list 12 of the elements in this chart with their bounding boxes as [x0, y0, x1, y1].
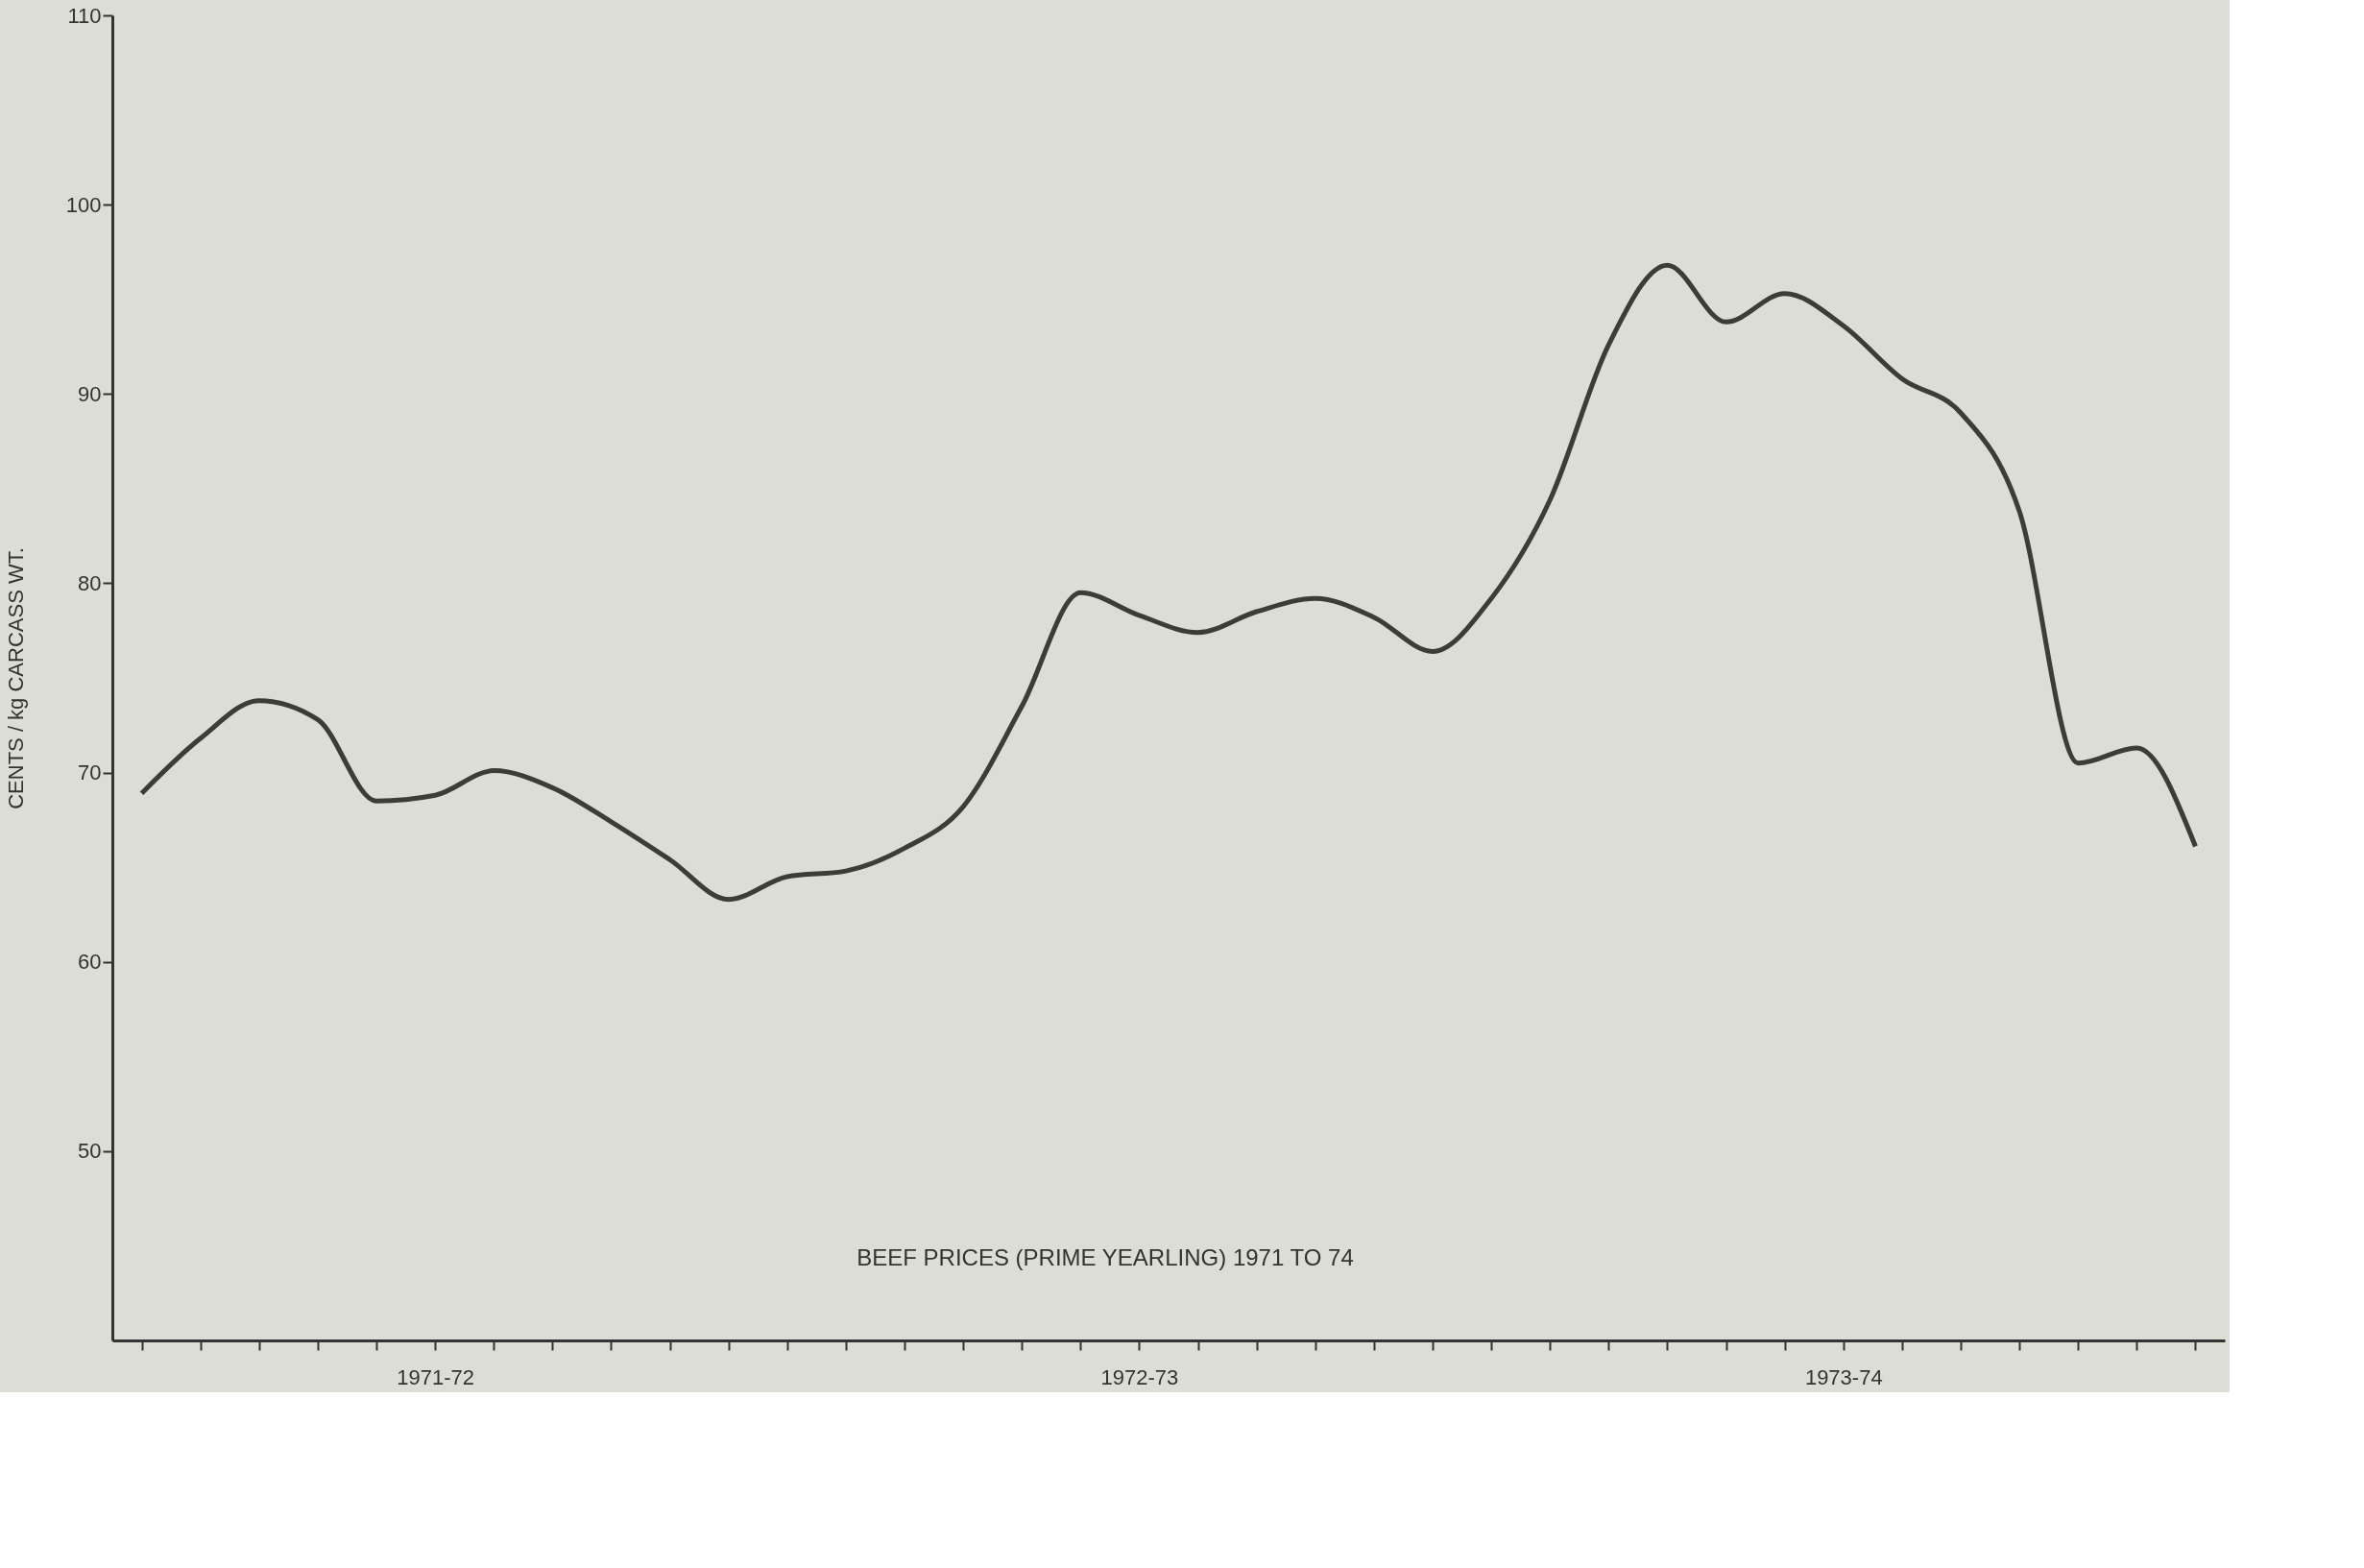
x-tick-label: 1972-73 [1100, 1364, 1179, 1389]
x-tick-label: 1971-72 [397, 1364, 474, 1389]
y-tick-label: 80 [78, 570, 102, 595]
y-tick-label: 60 [78, 950, 102, 975]
x-tick-label: 1973-74 [1804, 1364, 1883, 1389]
text: BEEF PRICES (PRIME YEARLING) 1971 TO 74 [856, 1244, 1354, 1270]
y-tick-label: 50 [78, 1139, 102, 1164]
y-tick-label: 110 [67, 3, 102, 28]
y-tick-label: 70 [78, 760, 102, 785]
y-tick-label: 100 [65, 192, 102, 217]
y-tick-label: 90 [78, 381, 102, 406]
y-axis-title: CENTS / kg CARCASS WT. [3, 547, 28, 809]
